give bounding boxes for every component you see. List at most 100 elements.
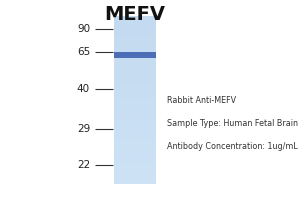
Bar (114, 24, 156, 26)
Bar (114, 43, 156, 45)
Bar (114, 58, 156, 60)
Bar (114, 85, 156, 87)
Bar (114, 17, 156, 19)
Bar (114, 174, 156, 176)
Bar (114, 33, 156, 34)
Bar (114, 48, 156, 50)
Bar (114, 75, 156, 76)
Bar (114, 167, 156, 169)
Bar (114, 66, 156, 68)
Bar (114, 132, 156, 134)
Bar (114, 93, 156, 95)
Bar (114, 154, 156, 155)
Bar (114, 133, 156, 135)
Bar (114, 28, 156, 29)
Text: 29: 29 (77, 124, 90, 134)
Bar (114, 152, 156, 154)
Bar (114, 180, 156, 182)
Bar (114, 71, 156, 73)
Bar (114, 172, 156, 174)
Bar (114, 149, 156, 150)
Bar (114, 41, 156, 43)
Bar (114, 103, 156, 105)
Bar (114, 46, 156, 48)
Bar (114, 182, 156, 184)
Bar (114, 23, 156, 24)
Text: 40: 40 (77, 84, 90, 94)
Bar (114, 108, 156, 110)
Bar (114, 150, 156, 152)
Bar (114, 140, 156, 142)
Bar (114, 52, 156, 58)
Text: 22: 22 (77, 160, 90, 170)
Bar (114, 39, 156, 41)
Bar (114, 16, 156, 18)
Text: 90: 90 (77, 24, 90, 34)
Bar (114, 59, 156, 61)
Bar (114, 76, 156, 78)
Bar (114, 49, 156, 51)
Bar (114, 100, 156, 102)
Bar (114, 29, 156, 31)
Bar (114, 110, 156, 112)
Bar (114, 36, 156, 38)
Bar (114, 123, 156, 125)
Bar (114, 145, 156, 147)
Bar (114, 21, 156, 23)
Bar (114, 118, 156, 120)
Bar (114, 51, 156, 53)
Bar (114, 162, 156, 164)
Bar (114, 61, 156, 63)
Bar (114, 170, 156, 172)
Bar (114, 137, 156, 139)
Bar (114, 83, 156, 85)
Bar (114, 81, 156, 83)
Bar (114, 65, 156, 66)
Bar (114, 155, 156, 157)
Bar (114, 175, 156, 177)
Bar (114, 160, 156, 162)
Bar (114, 143, 156, 145)
Text: Sample Type: Human Fetal Brain: Sample Type: Human Fetal Brain (167, 119, 298, 128)
Bar (114, 130, 156, 132)
Bar (114, 34, 156, 36)
Bar (114, 115, 156, 117)
Bar (114, 95, 156, 97)
Bar (114, 78, 156, 80)
Bar (114, 157, 156, 159)
Bar (114, 88, 156, 90)
Bar (114, 113, 156, 115)
Bar (114, 164, 156, 166)
Text: Antibody Concentration: 1ug/mL: Antibody Concentration: 1ug/mL (167, 142, 297, 151)
Bar (114, 142, 156, 144)
Bar (114, 53, 156, 55)
Bar (114, 38, 156, 40)
Text: 65: 65 (77, 47, 90, 57)
Bar (114, 86, 156, 88)
Bar (114, 90, 156, 92)
Bar (114, 159, 156, 160)
Bar (114, 147, 156, 149)
Bar (114, 98, 156, 100)
Bar (114, 125, 156, 127)
Bar (114, 135, 156, 137)
Bar (114, 112, 156, 113)
Bar (114, 165, 156, 167)
Bar (114, 56, 156, 58)
Text: Rabbit Anti-MEFV: Rabbit Anti-MEFV (167, 96, 236, 105)
Bar (114, 101, 156, 103)
Text: MEFV: MEFV (104, 5, 166, 24)
Bar (114, 169, 156, 171)
Bar (114, 44, 156, 46)
Bar (114, 120, 156, 122)
Bar (114, 96, 156, 98)
Bar (114, 31, 156, 33)
Bar (114, 73, 156, 75)
Bar (114, 91, 156, 93)
Bar (114, 80, 156, 82)
Bar (114, 127, 156, 129)
Bar (114, 68, 156, 70)
Bar (114, 70, 156, 71)
Bar (114, 54, 156, 56)
Bar (114, 179, 156, 181)
